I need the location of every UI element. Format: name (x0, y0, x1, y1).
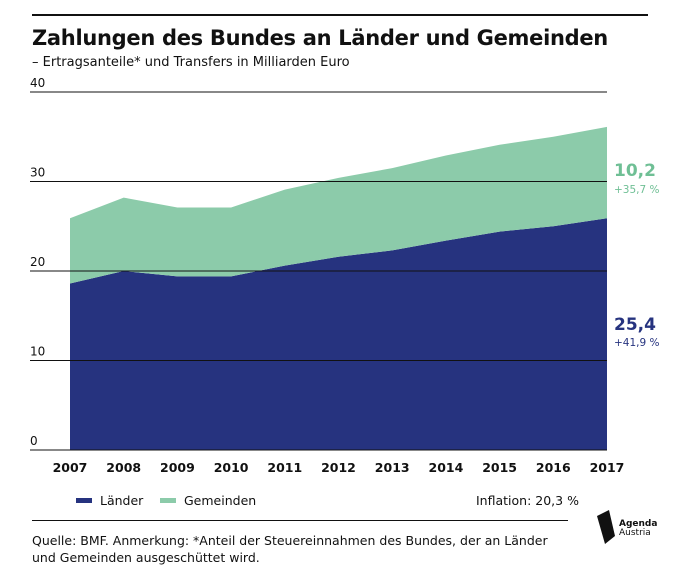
x-axis: 2007 2008 2009 2010 2011 2012 2013 2014 2015 2016… (53, 460, 625, 475)
y-tick-label: 10 (30, 345, 45, 359)
legend-label-gemeinden: Gemeinden (184, 493, 257, 508)
y-tick-label: 30 (30, 166, 45, 180)
chart-subtitle: – Ertragsanteile* und Transfers in Milli… (32, 55, 350, 70)
area-layer (70, 126, 607, 450)
end-change-label: +41,9 % (614, 337, 660, 349)
y-tick-label: 0 (30, 434, 38, 448)
logo-line1: Agenda (619, 519, 658, 529)
chart-title: Zahlungen des Bundes an Länder und Gemei… (32, 26, 608, 50)
x-tick-label: 2012 (321, 460, 356, 475)
x-tick-label: 2009 (160, 460, 195, 475)
agenda-austria-logo (597, 510, 615, 544)
end-value-label: 10,2 (614, 161, 656, 181)
x-tick-label: 2011 (267, 460, 302, 475)
x-tick-label: 2013 (375, 460, 410, 475)
top-rule (32, 14, 648, 16)
legend-swatch-laender (76, 498, 92, 503)
area-laender (70, 218, 607, 450)
y-tick-label: 20 (30, 255, 45, 269)
x-tick-label: 2014 (429, 460, 464, 475)
x-tick-label: 2015 (482, 460, 517, 475)
x-tick-label: 2008 (106, 460, 141, 475)
legend-item-gemeinden: Gemeinden (160, 493, 256, 508)
logo-mark (597, 510, 615, 544)
x-tick-label: 2010 (214, 460, 249, 475)
x-tick-label: 2007 (53, 460, 88, 475)
end-change-label: +35,7 % (614, 184, 660, 196)
legend-swatch-gemeinden (160, 498, 176, 503)
footer-rule (32, 520, 568, 521)
legend-label-laender: Länder (100, 493, 144, 508)
legend-item-laender: Länder (76, 493, 143, 508)
area-gemeinden (70, 126, 607, 284)
x-tick-label: 2016 (536, 460, 571, 475)
grid-layer (30, 91, 607, 451)
logo-wordmark: Agenda Austria (619, 520, 657, 538)
source-note: Quelle: BMF. Anmerkung: *Anteil der Steu… (32, 533, 548, 565)
end-value-label: 25,4 (614, 315, 656, 335)
y-axis: 0 10 20 30 40 (30, 76, 45, 448)
logo-line2: Austria (619, 528, 651, 538)
end-labels: 10,2 +35,7 % 25,4 +41,9 % (614, 161, 660, 349)
y-tick-label: 40 (30, 76, 45, 90)
inflation-note: Inflation: 20,3 % (476, 493, 579, 508)
x-tick-label: 2017 (590, 460, 625, 475)
